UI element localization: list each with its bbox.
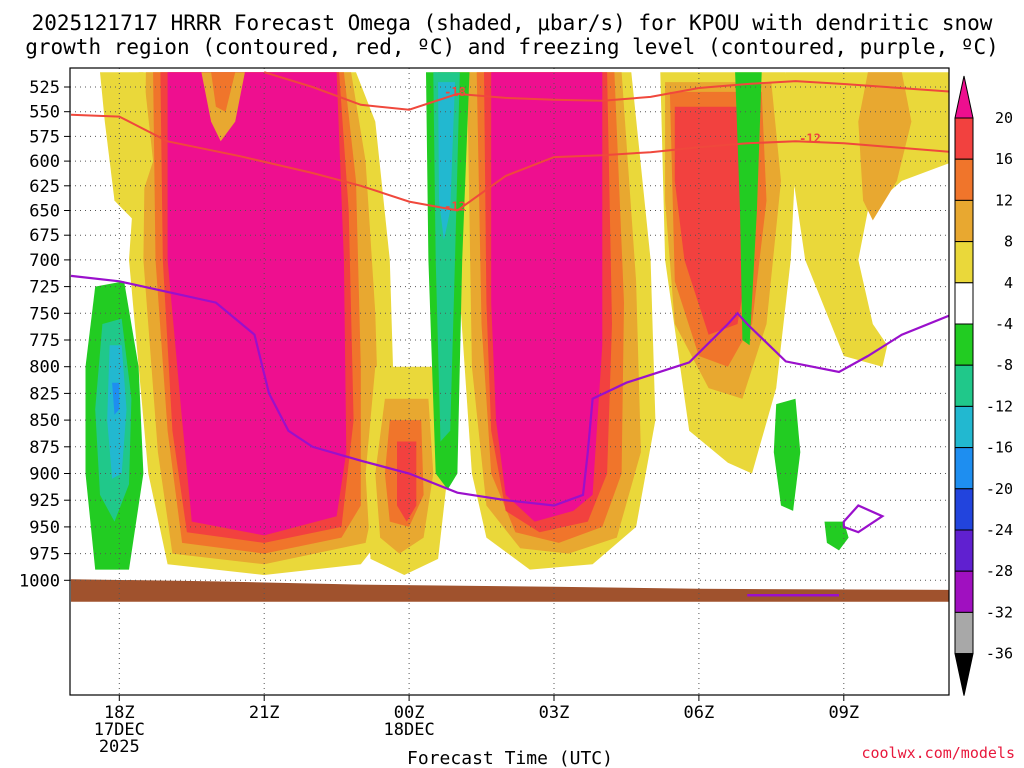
chart-title-line-1: 2025121717 HRRR Forecast Omega (shaded, … <box>32 11 993 35</box>
y-tick-label-1000: 1000 <box>19 571 60 591</box>
colorbar-bin-11 <box>954 529 974 572</box>
y-tick-label-875: 875 <box>29 438 60 458</box>
colorbar-label-10: -24 <box>986 521 1013 539</box>
y-tick-label-925: 925 <box>29 491 60 511</box>
omega-region-sinking-column-e-2 <box>438 82 455 241</box>
freezing-level-loop <box>842 504 885 534</box>
colorbar-label-7: -12 <box>986 397 1013 415</box>
dgz-contour-1 <box>263 71 949 111</box>
omega-region-rising-right-top-0 <box>785 72 949 367</box>
x-tick-label-7-1: 18DEC <box>384 720 435 740</box>
y-tick-label-525: 525 <box>29 78 60 98</box>
omega-shading <box>85 72 949 583</box>
y-tick-label-775: 775 <box>29 331 60 351</box>
colorbar-bin-3 <box>954 199 974 243</box>
colorbar-label-6: -8 <box>995 356 1013 374</box>
colorbar-bin-13 <box>954 611 974 655</box>
y-tick-label-850: 850 <box>29 411 60 431</box>
y-tick-label-800: 800 <box>29 358 60 378</box>
omega-region-rising-plume-b-4 <box>491 72 603 522</box>
colorbar-bin-8 <box>954 405 974 449</box>
y-tick-label-675: 675 <box>29 226 60 246</box>
freezing-level-line <box>70 274 949 507</box>
dgz-label-right: -12 <box>799 131 821 145</box>
colorbar-bin-5 <box>954 282 974 325</box>
colorbar-label-3: 8 <box>1004 233 1013 251</box>
x-tick-label-7-0: 00Z <box>394 703 425 723</box>
terrain-surface <box>71 579 949 602</box>
plot-frame <box>69 67 950 696</box>
colorbar-bin-12 <box>954 570 974 613</box>
x-tick-label-1-0: 18Z <box>104 703 135 723</box>
chart-title-line-2: growth region (contoured, red, ºC) and f… <box>25 35 999 59</box>
colorbar-label-9: -20 <box>986 480 1013 498</box>
y-tick-label-725: 725 <box>29 278 60 298</box>
colorbar-bin-6 <box>954 323 974 366</box>
colorbar-bin-7 <box>954 364 974 407</box>
colorbar-bin-2 <box>954 158 974 201</box>
y-tick-label-600: 600 <box>29 152 60 172</box>
y-tick-label-825: 825 <box>29 384 60 404</box>
omega-region-rising-weak-d-3 <box>397 441 417 522</box>
x-tick-label-1-2: 2025 <box>99 737 140 757</box>
y-tick-label-550: 550 <box>29 103 60 123</box>
colorbar-top-arrow <box>954 75 974 119</box>
colorbar-label-2: 12 <box>995 191 1013 209</box>
omega-region-sinking-cell-h-0 <box>773 398 801 511</box>
omega-region-sinking-cell-i-0 <box>824 521 849 551</box>
y-tick-label-700: 700 <box>29 251 60 271</box>
omega-region-rising-band-c-3 <box>674 106 752 335</box>
colorbar-label-4: 4 <box>1004 274 1013 292</box>
colorbar-label-8: -16 <box>986 439 1013 457</box>
omega-region-rising-plume-a-4 <box>167 72 347 536</box>
x-tick-label-10-0: 03Z <box>539 703 570 723</box>
y-tick-label-750: 750 <box>29 304 60 324</box>
y-tick-label-975: 975 <box>29 545 60 565</box>
y-tick-label-900: 900 <box>29 465 60 485</box>
x-tick-label-4-0: 21Z <box>249 703 280 723</box>
colorbar-label-12: -32 <box>986 603 1013 621</box>
colorbar-bin-4 <box>954 241 974 284</box>
colorbar-label-11: -28 <box>986 562 1013 580</box>
colorbar-label-5: -4 <box>995 315 1013 333</box>
omega-region-sinking-column-g-0 <box>735 72 762 346</box>
colorbar: 20 16 12 8 4 -4 -8 -12 -16 -20 -24 -28 -32 -36 <box>954 75 1013 696</box>
omega-region-sinking-column-f-3 <box>112 382 120 415</box>
colorbar-bin-1 <box>954 117 974 160</box>
x-tick-label-16-0: 09Z <box>828 703 859 723</box>
colorbar-label-0: 20 <box>995 109 1013 127</box>
x-tick-label-1-1: 17DEC <box>94 720 145 740</box>
colorbar-label-1: 16 <box>995 150 1013 168</box>
colorbar-label-13: -36 <box>986 645 1013 663</box>
x-tick-label-13-0: 06Z <box>684 703 715 723</box>
colorbar-bottom-arrow <box>954 653 974 696</box>
dgz-label-1: -12 <box>444 200 466 214</box>
omega-region-surface-gap <box>85 569 255 583</box>
terrain-layer <box>71 579 949 602</box>
colorbar-bin-9 <box>954 447 974 490</box>
y-axis-ticks: 525 550 575 600 625 650 675 700 725 750 775 800 825 8… <box>19 78 70 591</box>
x-axis-label: Forecast Time (UTC) <box>407 748 613 768</box>
omega-region-rising-top-left-0 <box>100 72 154 221</box>
y-tick-label-950: 950 <box>29 518 60 538</box>
y-tick-label-625: 625 <box>29 177 60 197</box>
dgz-contour-0 <box>70 113 949 212</box>
omega-region-rising-top-left-2 <box>211 72 236 112</box>
contour-lines: -18-12-12 <box>70 71 949 597</box>
colorbar-bin-10 <box>954 488 974 531</box>
y-tick-label-650: 650 <box>29 202 60 222</box>
credit-text: coolwx.com/models <box>861 744 1015 762</box>
y-tick-label-575: 575 <box>29 127 60 147</box>
